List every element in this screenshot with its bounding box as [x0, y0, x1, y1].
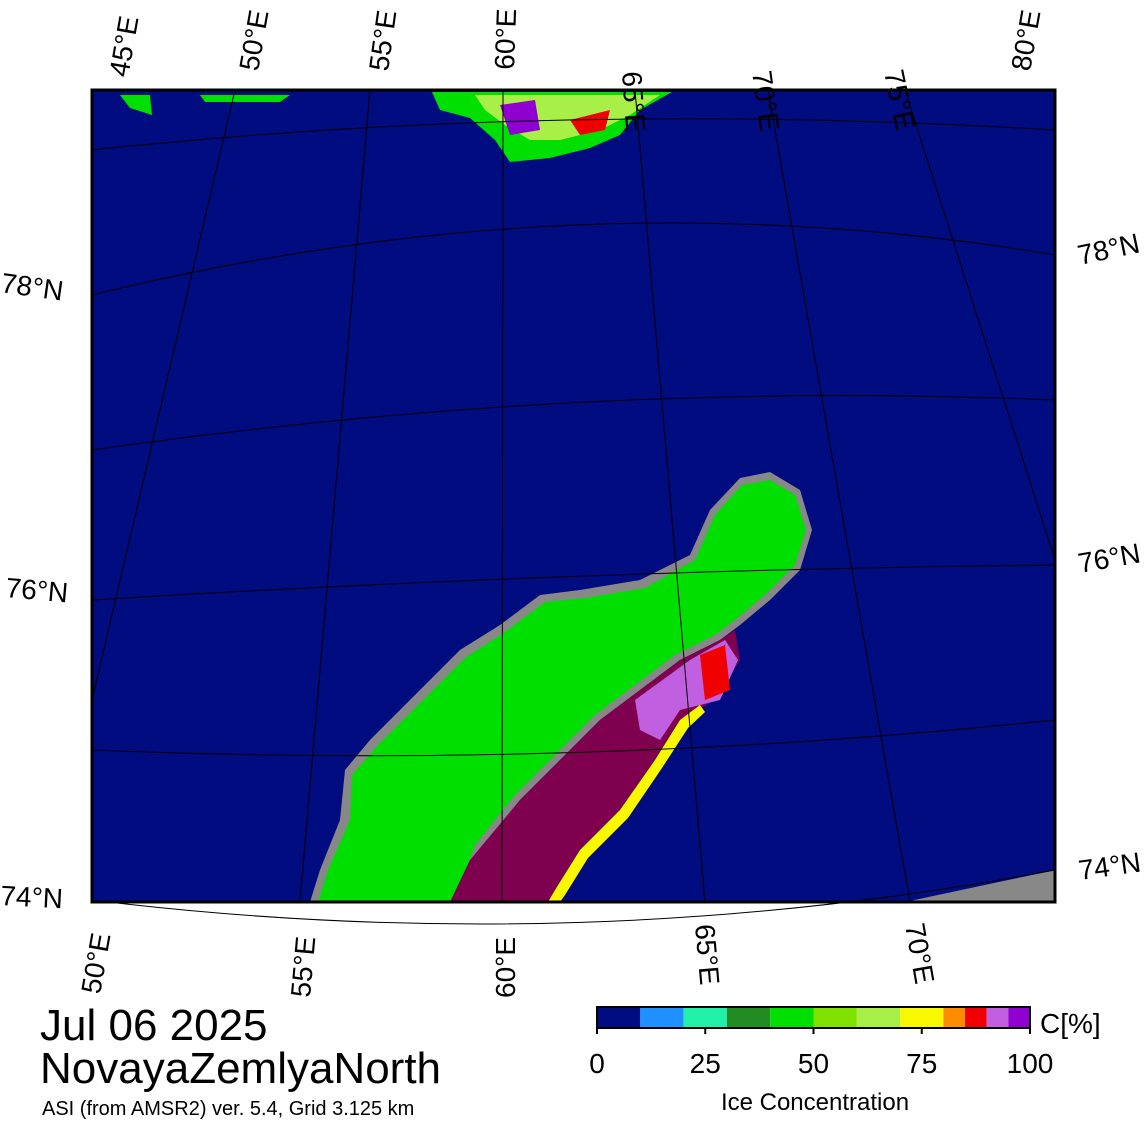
colorbar: C[%] Ice Concentration 0 25 50 75 100	[589, 1006, 1101, 1116]
colorbar-segment	[965, 1007, 987, 1028]
lat-label: 74°N	[1077, 847, 1143, 886]
parallel	[91, 222, 1056, 296]
meridian	[501, 89, 504, 903]
date: Jul 06 2025	[40, 1001, 268, 1050]
colorbar-tick-label: 75	[906, 1048, 937, 1079]
colorbar-segment	[597, 1007, 641, 1028]
lon-label: 60°E	[489, 8, 522, 70]
lat-label: 76°N	[1076, 538, 1143, 579]
colorbar-tick-label: 50	[798, 1048, 829, 1079]
lat-label: 78°N	[0, 267, 65, 306]
colorbar-segment	[683, 1007, 727, 1028]
ice-nw2	[200, 95, 290, 102]
ice-north-red	[570, 110, 610, 135]
right-labels: 78°N 76°N 74°N	[1075, 228, 1143, 886]
ice-nw	[120, 95, 152, 115]
meridian	[634, 89, 706, 903]
parallel	[91, 395, 1056, 451]
parallel	[91, 719, 1056, 757]
lon-label: 65°E	[689, 923, 725, 987]
colorbar-label: Ice Concentration	[721, 1089, 909, 1116]
bottom-labels: 50°E 55°E 60°E 65°E 70°E	[75, 921, 940, 999]
ice-north-dense	[500, 100, 540, 135]
map-frame	[90, 88, 1057, 904]
colorbar-segment	[986, 1007, 1009, 1028]
lon-label: 70°E	[899, 921, 940, 986]
graticule	[91, 89, 1056, 925]
map	[90, 88, 1057, 925]
colorbar-segment	[770, 1007, 814, 1028]
lon-label: 45°E	[103, 14, 144, 79]
colorbar-tick-label: 0	[589, 1048, 605, 1079]
colorbar-segment	[856, 1007, 901, 1028]
colorbar-tick-label: 100	[1007, 1048, 1054, 1079]
meridian	[904, 89, 1056, 561]
lon-label: 55°E	[363, 8, 402, 73]
lon-label: 65°E	[616, 70, 651, 133]
ice-red	[700, 645, 730, 700]
lon-label: 50°E	[75, 931, 116, 996]
land-ice	[318, 480, 806, 902]
colorbar-tick-label: 25	[690, 1048, 721, 1079]
colorbar-segment	[900, 1007, 944, 1028]
lon-label: 55°E	[285, 935, 321, 999]
parallel	[91, 869, 1056, 925]
meridian	[91, 89, 236, 701]
lat-label: 74°N	[0, 880, 64, 914]
lat-label: 78°N	[1075, 228, 1143, 271]
land-east	[905, 870, 1055, 902]
meridian	[299, 89, 371, 903]
ice-edge	[548, 705, 705, 902]
lon-label: 50°E	[233, 8, 274, 73]
colorbar-segment	[640, 1007, 684, 1028]
colorbar-segment	[726, 1007, 771, 1028]
lon-label: 80°E	[1005, 8, 1046, 73]
colorbar-segment	[943, 1007, 966, 1028]
parallel	[91, 564, 1056, 601]
source: ASI (from AMSR2) ver. 5.4, Grid 3.125 km	[42, 1098, 414, 1120]
region: NovayaZemlyaNorth	[40, 1044, 441, 1093]
lat-label: 76°N	[4, 572, 69, 608]
lon-label: 60°E	[490, 937, 521, 998]
colorbar-segment	[1008, 1007, 1030, 1028]
parallel	[91, 118, 1056, 151]
meridian	[767, 89, 911, 903]
colorbar-unit: C[%]	[1040, 1008, 1101, 1039]
colorbar-segment	[813, 1007, 857, 1028]
left-labels: 78°N 76°N 74°N	[0, 267, 70, 914]
